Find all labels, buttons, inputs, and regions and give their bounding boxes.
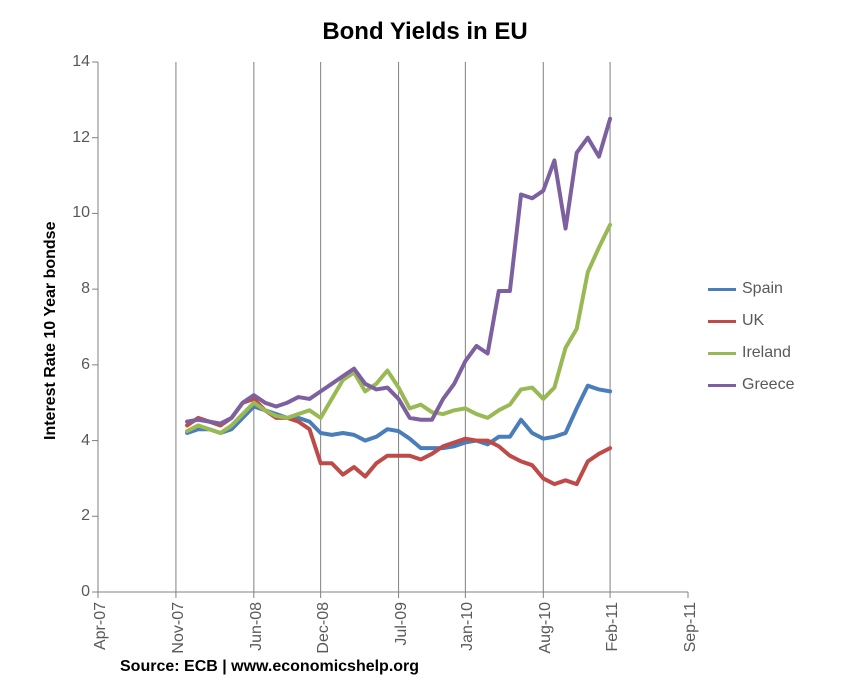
legend-label: Ireland bbox=[742, 344, 791, 362]
legend-swatch bbox=[708, 288, 736, 291]
source-attribution: Source: ECB | www.economicshelp.org bbox=[120, 658, 419, 676]
legend-swatch bbox=[708, 352, 736, 355]
y-tick-label: 8 bbox=[81, 280, 90, 298]
legend-item-greece: Greece bbox=[708, 376, 794, 394]
y-axis-label: Interest Rate 10 Year bondse bbox=[42, 222, 60, 440]
x-tick-label: Apr-07 bbox=[92, 602, 110, 650]
x-tick-label: Jan-10 bbox=[459, 602, 477, 651]
y-tick-label: 6 bbox=[81, 356, 90, 374]
legend-item-spain: Spain bbox=[708, 280, 794, 298]
legend-item-uk: UK bbox=[708, 312, 794, 330]
x-tick-label: Jun-08 bbox=[248, 602, 266, 651]
x-tick-label: Dec-08 bbox=[315, 602, 333, 654]
y-tick-label: 10 bbox=[72, 204, 90, 222]
legend-swatch bbox=[708, 384, 736, 387]
chart-title: Bond Yields in EU bbox=[0, 18, 850, 46]
legend-label: UK bbox=[742, 312, 764, 330]
plot-svg bbox=[98, 62, 688, 592]
x-tick-label: Jul-09 bbox=[393, 602, 411, 646]
y-tick-label: 2 bbox=[81, 507, 90, 525]
legend: Spain UK Ireland Greece bbox=[708, 280, 794, 408]
legend-label: Spain bbox=[742, 280, 783, 298]
plot-area: 02468101214Apr-07Nov-07Jun-08Dec-08Jul-0… bbox=[98, 62, 688, 592]
x-tick-label: Sep-11 bbox=[682, 602, 700, 652]
legend-swatch bbox=[708, 320, 736, 323]
y-tick-label: 14 bbox=[72, 53, 90, 71]
y-tick-label: 12 bbox=[72, 129, 90, 147]
legend-item-ireland: Ireland bbox=[708, 344, 794, 362]
legend-label: Greece bbox=[742, 376, 794, 394]
chart-container: Bond Yields in EU Interest Rate 10 Year … bbox=[0, 0, 850, 686]
x-tick-label: Feb-11 bbox=[604, 602, 622, 652]
x-tick-label: Aug-10 bbox=[537, 602, 555, 654]
x-tick-label: Nov-07 bbox=[170, 602, 188, 654]
y-tick-label: 4 bbox=[81, 432, 90, 450]
y-tick-label: 0 bbox=[81, 583, 90, 601]
